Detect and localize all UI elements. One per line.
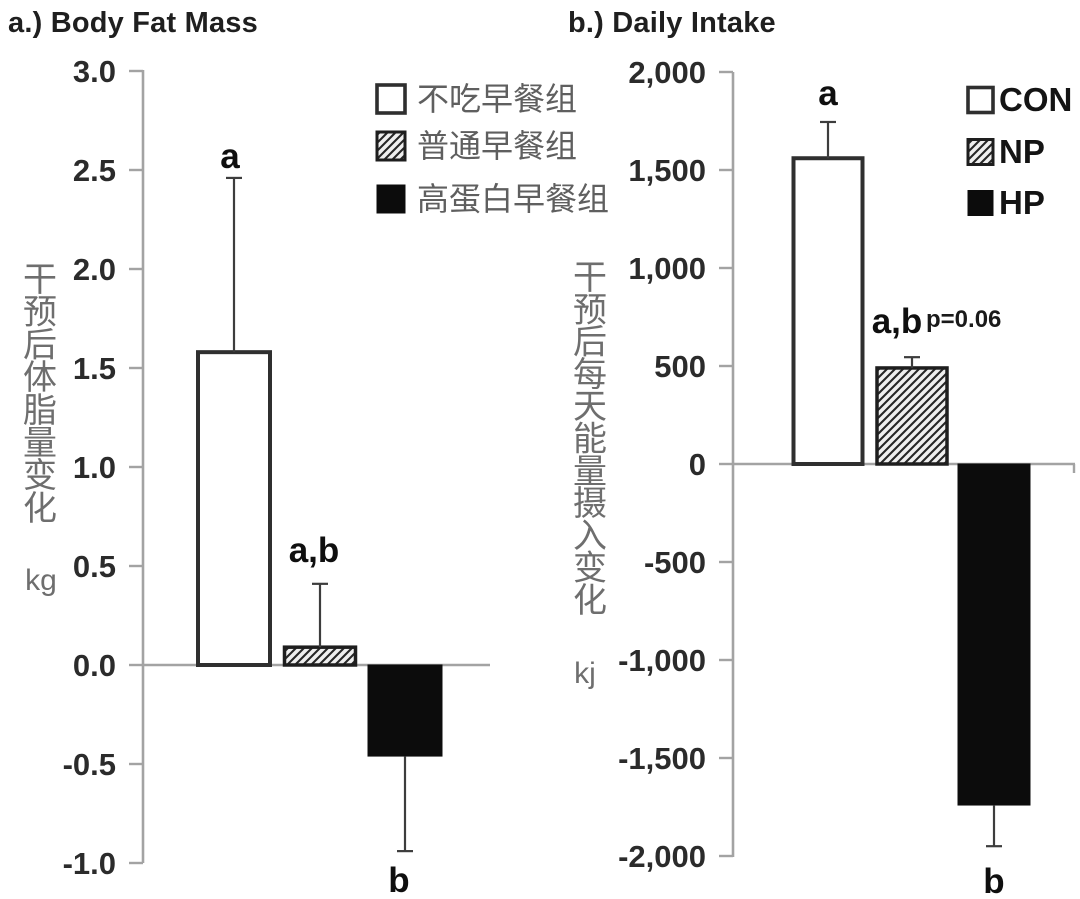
panel-b-legend: CON NP HP [966,81,1072,221]
panel-b-bar-hp [957,463,1031,806]
y-axis-label-char: 量 [23,425,57,463]
legend-swatch-icon [375,83,407,115]
legend-item-3: HP [967,184,1045,221]
legend-swatch-icon [966,85,995,115]
legend-swatch-icon [376,184,406,214]
y-tick-label: -2,000 [618,839,706,874]
y-tick-label: 1.5 [73,351,116,386]
panel-b-bar-con [791,156,865,467]
legend-label: CON [999,81,1072,118]
y-tick-label: 2,000 [628,55,706,90]
sig-label-a: a [220,137,240,176]
panel-a-y-axis: 3.0 2.5 2.0 1.5 1.0 0.5 0.0 -0.5 -1.0 [63,54,145,881]
y-axis-label-char: 变 [23,457,57,495]
y-axis-label-char: 脂 [23,392,57,430]
y-tick-label: 1,500 [628,153,706,188]
legend-label: HP [999,184,1045,221]
y-tick-label: 1.0 [73,450,116,485]
y-axis-label-char: 化 [573,582,607,620]
y-tick-label: -500 [644,545,706,580]
panel-a-error-bar-np [312,582,328,648]
legend-label: NP [999,133,1045,170]
y-tick-label: 2.5 [73,153,116,188]
y-tick-label: 1,000 [628,251,706,286]
panel-a-bar-np [282,645,358,667]
panel-a-error-bar-con [226,176,242,353]
panel-b: 2,000 1,500 1,000 500 0 -500 -1,000 -1,500 -2,00… [573,55,1076,899]
y-tick-label: 0.5 [73,549,116,584]
sig-label-a: a [818,74,838,113]
y-tick-label: 2.0 [73,252,116,287]
y-axis-label-char: 入 [573,517,607,555]
panel-b-error-bar-hp [986,805,1002,848]
panel-a-bar-hp [367,664,443,757]
panel-b-unit-label: kj [574,657,596,690]
y-tick-label: 3.0 [73,54,116,89]
y-tick-label: -1,500 [618,741,706,776]
panel-b-error-bar-np [904,356,920,368]
sig-label-b: b [983,862,1004,899]
y-tick-label: 500 [654,349,706,384]
y-axis-label-char: 后 [573,324,607,362]
y-axis-label-char: 量 [573,453,607,491]
legend-item-3: 高蛋白早餐组 [376,181,609,217]
y-axis-label-char: 干 [573,259,607,297]
panel-a: 3.02.52.01.51.00.50.0-0.5-1.0干预后体脂量变化kga… [23,54,609,899]
sig-label-b: b [388,861,409,899]
y-tick-label: 0 [689,447,706,482]
sig-label-ab: a,b [872,302,923,341]
sig-label-ab: a,b [289,531,340,570]
y-axis-label-char: 预 [23,294,57,332]
y-axis-label-char: 能 [573,421,607,459]
panel-b-error-bar-con [820,120,836,159]
y-axis-label-char: 体 [23,359,57,397]
panel-a-title: a.) Body Fat Mass [8,7,258,39]
y-axis-label-char: 变 [573,550,607,588]
legend-swatch-icon [966,138,995,166]
y-axis-label-char: 每 [573,356,607,394]
y-axis-label-char: 干 [23,261,57,299]
legend-item-1: 不吃早餐组 [375,81,577,117]
panel-b-bar-np [875,366,949,466]
legend-item-1: CON [966,81,1072,118]
legend-swatch-icon [375,130,407,162]
legend-item-2: NP [966,133,1045,170]
panel-a-error-bar-hp [397,756,413,853]
legend-label: 不吃早餐组 [417,81,577,117]
y-tick-label: -0.5 [63,747,116,782]
y-tick-label: -1.0 [63,846,116,881]
legend-label: 高蛋白早餐组 [417,181,609,217]
panel-b-title: b.) Daily Intake [568,7,776,39]
y-tick-label: -1,000 [618,643,706,678]
panel-a-bar-con [196,350,272,667]
panel-b-y-axis: 2,000 1,500 1,000 500 0 -500 -1,000 -1,500 -2,00… [618,55,735,874]
y-tick-label: 0.0 [73,648,116,683]
y-axis-label-char: 化 [23,490,57,528]
legend-label: 普通早餐组 [417,128,577,164]
y-axis-label-char: 天 [573,388,607,426]
legend-item-2: 普通早餐组 [375,128,577,164]
legend-swatch-icon [967,190,994,216]
y-axis-label-char: 摄 [573,485,607,523]
y-axis-label-char: 预 [573,291,607,329]
p-value-annotation: p=0.06 [926,306,1001,333]
panel-a-unit-label: kg [25,564,57,597]
y-axis-label-char: 后 [23,326,57,364]
